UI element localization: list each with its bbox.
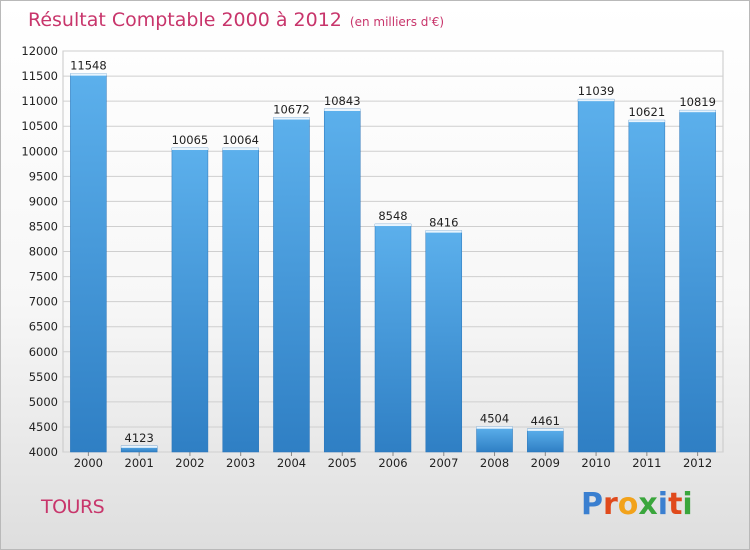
- y-tick-label: 11500: [21, 69, 58, 83]
- chart-title: Résultat Comptable 2000 à 2012 (en millie…: [28, 9, 444, 31]
- bar-value-label: 4123: [125, 431, 154, 445]
- bar-highlight: [273, 117, 310, 120]
- bar-value-label: 4504: [480, 412, 509, 426]
- y-tick-label: 10000: [21, 144, 58, 158]
- y-tick-label: 8000: [29, 245, 58, 259]
- bar: [628, 119, 666, 453]
- x-tick-label: 2004: [277, 456, 306, 470]
- bar-value-label: 10064: [222, 133, 259, 147]
- bar-highlight: [324, 108, 361, 111]
- y-tick-label: 4500: [29, 420, 58, 434]
- bar-highlight: [628, 120, 665, 123]
- bar-highlight: [70, 73, 107, 76]
- bar-value-label: 8548: [378, 209, 407, 223]
- bar-highlight: [527, 428, 564, 431]
- bar: [527, 428, 564, 453]
- x-tick-label: 2001: [125, 456, 154, 470]
- x-tick-label: 2008: [480, 456, 509, 470]
- bar-highlight: [171, 147, 208, 150]
- y-tick-label: 10500: [21, 119, 58, 133]
- y-tick-label: 7000: [29, 295, 58, 309]
- y-tick-label: 6000: [29, 345, 58, 359]
- bar: [679, 109, 716, 453]
- bar-value-label: 4461: [531, 414, 560, 428]
- x-tick-label: 2007: [429, 456, 458, 470]
- y-tick-label: 11000: [21, 94, 58, 108]
- y-tick-label: 5500: [29, 370, 58, 384]
- bar-value-label: 10843: [324, 94, 361, 108]
- bar-value-label: 10065: [172, 133, 209, 147]
- bar: [374, 223, 412, 453]
- bar-highlight: [476, 426, 513, 429]
- x-tick-label: 2002: [175, 456, 204, 470]
- bar: [476, 426, 513, 453]
- bar-value-label: 10621: [629, 105, 666, 119]
- city-name: TOURS: [41, 496, 105, 518]
- x-tick-label: 2006: [378, 456, 407, 470]
- x-tick-label: 2009: [531, 456, 560, 470]
- y-tick-label: 12000: [21, 44, 58, 58]
- y-tick-label: 5000: [29, 395, 58, 409]
- bar-highlight: [578, 99, 615, 102]
- title-unit: (en milliers d'€): [349, 15, 445, 29]
- y-tick-label: 9000: [29, 194, 58, 208]
- x-tick-label: 2011: [632, 456, 661, 470]
- bar-value-label: 11039: [578, 84, 615, 98]
- x-tick-label: 2005: [328, 456, 357, 470]
- bar: [323, 108, 361, 453]
- bar: [70, 73, 107, 453]
- y-tick-label: 4000: [29, 445, 58, 459]
- bar-value-label: 10819: [679, 95, 716, 109]
- bar-value-label: 10672: [273, 103, 310, 117]
- x-tick-label: 2010: [581, 456, 610, 470]
- bar-highlight: [121, 445, 158, 448]
- bar-value-label: 8416: [429, 216, 458, 230]
- bar: [425, 230, 463, 453]
- y-tick-label: 6500: [29, 320, 58, 334]
- bar: [273, 117, 310, 453]
- title-text: Résultat Comptable 2000 à 2012: [28, 9, 342, 31]
- y-tick-label: 7500: [29, 270, 58, 284]
- bar-highlight: [679, 110, 716, 113]
- bar-highlight: [222, 148, 259, 151]
- bar-highlight: [375, 224, 411, 227]
- bar: [577, 98, 615, 453]
- y-tick-label: 8500: [29, 219, 58, 233]
- bar-value-label: 11548: [70, 59, 107, 73]
- x-tick-label: 2012: [683, 456, 712, 470]
- bar: [222, 147, 259, 453]
- y-tick-label: 9500: [29, 169, 58, 183]
- bar-highlight: [425, 230, 462, 233]
- x-tick-label: 2003: [226, 456, 255, 470]
- proxiti-logo: Proxiti: [581, 487, 693, 522]
- bar: [171, 147, 209, 453]
- x-tick-label: 2000: [74, 456, 103, 470]
